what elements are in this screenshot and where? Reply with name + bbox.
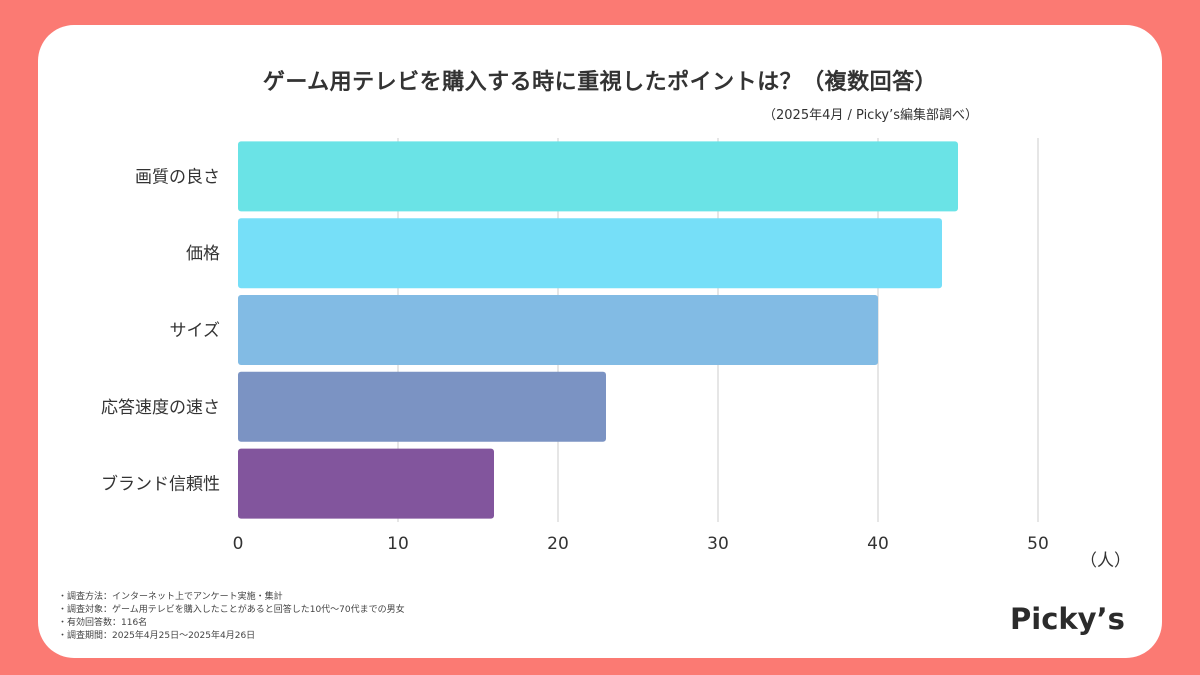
chart-source: （2025年4月 / Picky’s編集部調べ） bbox=[763, 108, 978, 123]
category-label: 応答速度の速さ bbox=[101, 398, 220, 418]
category-label: 画質の良さ bbox=[135, 167, 220, 187]
x-tick-label: 0 bbox=[233, 534, 244, 554]
category-label: サイズ bbox=[170, 321, 221, 341]
survey-note-responses: ・有効回答数：116名 bbox=[58, 618, 148, 628]
brand-logo: Picky’s bbox=[1010, 602, 1125, 636]
category-label: ブランド信頼性 bbox=[101, 474, 220, 495]
bar bbox=[238, 295, 878, 365]
survey-note-method: ・調査方法：インターネット上でアンケート実施・集計 bbox=[58, 592, 283, 602]
x-tick-label: 40 bbox=[867, 534, 889, 554]
bar bbox=[238, 448, 494, 519]
x-tick-label: 10 bbox=[387, 534, 409, 554]
x-tick-label: 50 bbox=[1027, 534, 1049, 554]
x-axis-unit-label: （人） bbox=[1080, 551, 1131, 571]
chart-title: ゲーム用テレビを購入する時に重視したポイントは？（複数回答） bbox=[262, 70, 938, 95]
survey-note-target: ・調査対象：ゲーム用テレビを購入したことがあると回答した10代〜70代までの男女 bbox=[58, 605, 405, 615]
bar bbox=[238, 218, 942, 289]
bar bbox=[238, 371, 606, 442]
x-tick-label: 30 bbox=[707, 534, 729, 554]
category-label: 価格 bbox=[186, 244, 220, 264]
survey-note-period: ・調査期間：2025年4月25日〜2025年4月26日 bbox=[58, 631, 256, 641]
survey-notes: ・調査方法：インターネット上でアンケート実施・集計 ・調査対象：ゲーム用テレビを… bbox=[58, 591, 405, 643]
bar bbox=[238, 141, 958, 212]
x-tick-label: 20 bbox=[547, 534, 569, 554]
